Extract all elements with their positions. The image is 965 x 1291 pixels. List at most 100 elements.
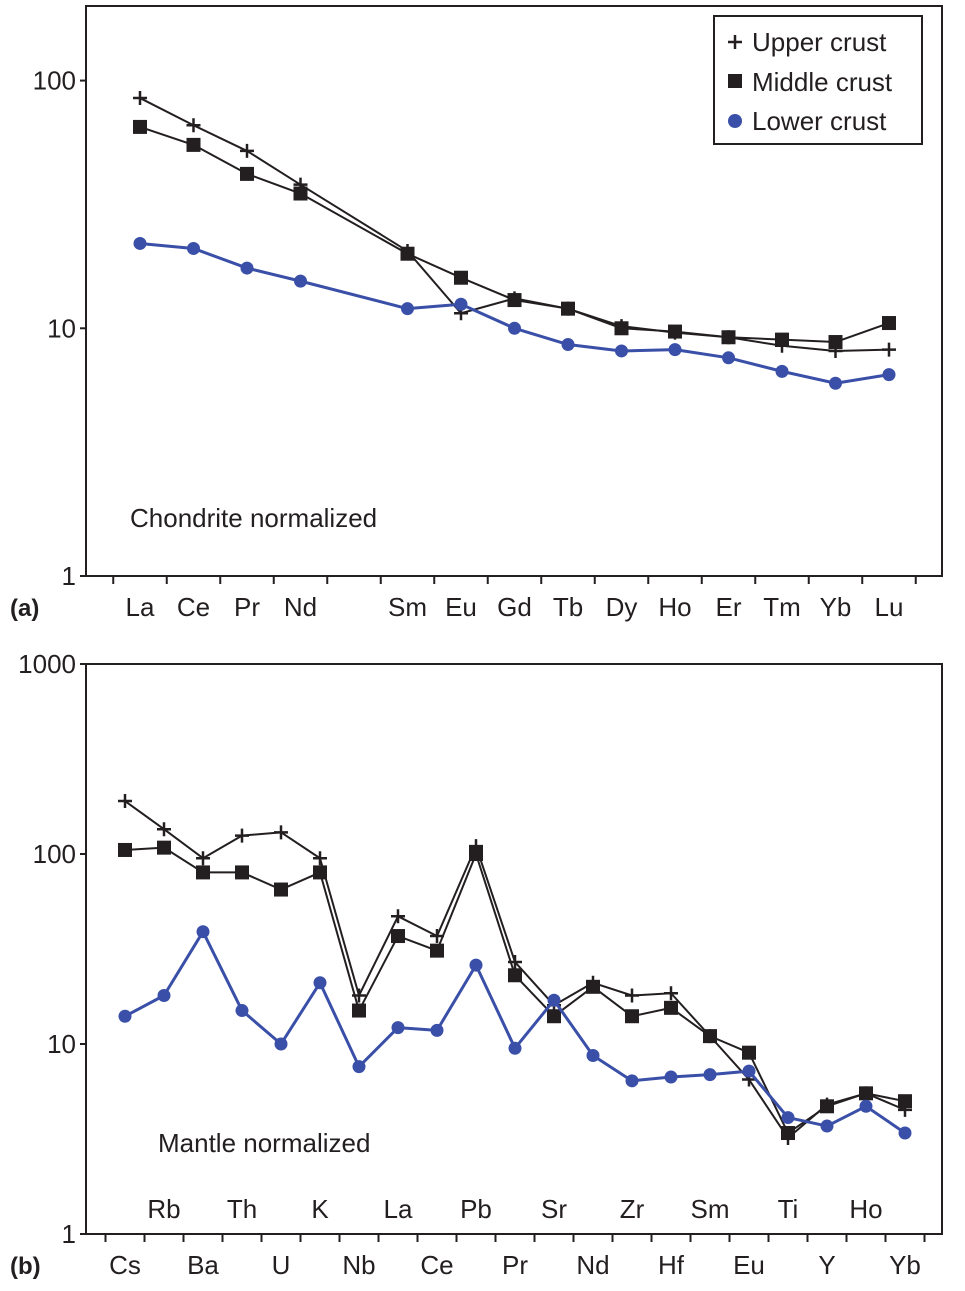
point-b-middle-crust-nd bbox=[586, 979, 600, 994]
point-b-upper-crust-cs bbox=[118, 794, 132, 809]
x-tick-label-a-dy: Dy bbox=[606, 592, 638, 622]
point-b-lower-crust-nd bbox=[586, 1048, 600, 1062]
point-b-middle-crust-zr bbox=[625, 1009, 639, 1024]
x-tick-label-b-zr: Zr bbox=[620, 1194, 645, 1224]
point-a-lower-crust-ho bbox=[668, 343, 682, 357]
point-a-lower-crust-sm bbox=[401, 302, 414, 316]
point-b-middle-crust-u bbox=[274, 882, 288, 897]
point-a-lower-crust-yb bbox=[829, 376, 842, 390]
point-b-lower-crust-rb bbox=[157, 988, 171, 1002]
point-b-upper-crust-ce bbox=[430, 929, 444, 944]
point-a-lower-crust-tb bbox=[561, 338, 575, 352]
y-tick-label-b-1000: 1000 bbox=[18, 649, 76, 679]
x-tick-label-b-ba: Ba bbox=[187, 1250, 219, 1280]
point-b-upper-crust-k bbox=[313, 851, 327, 866]
x-tick-label-a-pr: Pr bbox=[234, 592, 260, 622]
point-a-upper-crust-ce bbox=[186, 118, 201, 133]
point-b-middle-crust-nb bbox=[352, 1003, 366, 1018]
point-b-middle-crust-la bbox=[391, 929, 405, 944]
point-a-middle-crust-eu bbox=[454, 270, 468, 285]
point-a-middle-crust-yb bbox=[828, 335, 843, 350]
x-tick-label-a-nd: Nd bbox=[284, 592, 317, 622]
legend: Upper crust Middle crust Lower crust bbox=[713, 15, 923, 145]
panel-a-annotation: Chondrite normalized bbox=[130, 503, 377, 533]
point-a-lower-crust-pr bbox=[240, 261, 254, 275]
x-tick-label-a-gd: Gd bbox=[497, 592, 532, 622]
point-b-lower-crust-ti bbox=[781, 1111, 795, 1125]
legend-entry-middle-crust: Middle crust bbox=[728, 67, 893, 97]
point-a-middle-crust-dy bbox=[614, 321, 629, 336]
point-b-middle-crust-eu bbox=[742, 1045, 756, 1060]
point-b-lower-crust-ce bbox=[430, 1023, 444, 1037]
circle-marker-icon bbox=[728, 114, 742, 128]
point-a-lower-crust-tm bbox=[775, 364, 789, 378]
point-b-upper-crust-th bbox=[235, 828, 249, 843]
series-line-b-middle-crust bbox=[124, 846, 906, 1135]
x-tick-label-b-yb: Yb bbox=[889, 1250, 921, 1280]
point-b-lower-crust-cs bbox=[118, 1009, 132, 1023]
point-a-middle-crust-lu bbox=[882, 316, 896, 331]
square-marker-icon bbox=[728, 74, 742, 88]
legend-label-middle-crust: Middle crust bbox=[752, 67, 893, 97]
point-a-lower-crust-dy bbox=[615, 344, 628, 358]
legend-label-lower-crust: Lower crust bbox=[752, 106, 887, 136]
point-b-lower-crust-ho bbox=[859, 1099, 873, 1113]
x-tick-label-a-lu: Lu bbox=[875, 592, 904, 622]
point-a-middle-crust-gd bbox=[507, 293, 522, 308]
point-b-lower-crust-sr bbox=[547, 993, 561, 1007]
point-a-middle-crust-la bbox=[133, 119, 147, 134]
x-tick-label-a-la: La bbox=[126, 592, 155, 622]
x-tick-label-b-pr: Pr bbox=[502, 1250, 528, 1280]
x-tick-label-a-tb: Tb bbox=[553, 592, 583, 622]
x-tick-label-b-k: K bbox=[311, 1194, 329, 1224]
x-tick-label-a-eu: Eu bbox=[445, 592, 477, 622]
x-tick-label-a-sm: Sm bbox=[388, 592, 427, 622]
point-b-middle-crust-pr bbox=[508, 968, 522, 983]
point-b-lower-crust-pb bbox=[469, 958, 483, 972]
panel-a-plot-frame bbox=[85, 5, 943, 577]
point-a-middle-crust-er bbox=[721, 330, 736, 345]
point-b-upper-crust-zr bbox=[625, 988, 639, 1003]
x-tick-label-a-ho: Ho bbox=[658, 592, 691, 622]
x-tick-label-b-eu: Eu bbox=[733, 1250, 765, 1280]
point-b-middle-crust-cs bbox=[118, 842, 132, 857]
series-line-a-middle-crust bbox=[139, 125, 890, 344]
point-b-lower-crust-yb bbox=[898, 1126, 912, 1140]
panel-a-axes: 1 10 100 La Ce Pr Nd Sm Eu Gd Tb Dy Ho Er Tm Yb Lu bbox=[33, 66, 917, 622]
point-b-middle-crust-ti bbox=[781, 1126, 795, 1141]
point-b-lower-crust-la bbox=[391, 1021, 405, 1035]
point-b-middle-crust-pb bbox=[469, 847, 483, 861]
panel-b-label: (b) bbox=[10, 1253, 41, 1280]
x-tick-label-b-u: U bbox=[272, 1250, 291, 1280]
legend-box bbox=[713, 15, 923, 145]
point-b-lower-crust-ba bbox=[196, 925, 210, 939]
point-b-lower-crust-th bbox=[235, 1004, 249, 1018]
point-b-upper-crust-u bbox=[274, 825, 288, 840]
panel-b-annotation: Mantle normalized bbox=[158, 1128, 370, 1158]
point-a-upper-crust-la bbox=[133, 91, 147, 106]
x-tick-label-a-yb: Yb bbox=[820, 592, 852, 622]
point-b-lower-crust-k bbox=[313, 976, 327, 990]
y-tick-label-a-100: 100 bbox=[33, 66, 76, 96]
point-a-lower-crust-gd bbox=[508, 321, 521, 335]
point-b-middle-crust-sm bbox=[703, 1029, 717, 1044]
x-tick-label-a-er: Er bbox=[716, 592, 742, 622]
point-b-middle-crust-ho bbox=[859, 1086, 873, 1101]
panel-b-series bbox=[118, 794, 912, 1146]
point-b-lower-crust-pr bbox=[508, 1041, 522, 1055]
point-b-middle-crust-ba bbox=[196, 865, 210, 880]
point-a-middle-crust-ho bbox=[668, 324, 682, 339]
x-tick-label-b-cs: Cs bbox=[109, 1250, 141, 1280]
x-tick-label-b-la: La bbox=[384, 1194, 413, 1224]
x-tick-label-b-nd: Nd bbox=[576, 1250, 609, 1280]
point-a-lower-crust-er bbox=[722, 351, 735, 365]
series-line-a-lower-crust bbox=[139, 241, 890, 385]
point-a-middle-crust-nd bbox=[293, 186, 308, 201]
x-tick-label-b-sr: Sr bbox=[541, 1194, 567, 1224]
point-a-middle-crust-tb bbox=[561, 301, 575, 316]
point-a-lower-crust-ce bbox=[187, 241, 200, 255]
point-b-middle-crust-hf bbox=[664, 1000, 678, 1015]
